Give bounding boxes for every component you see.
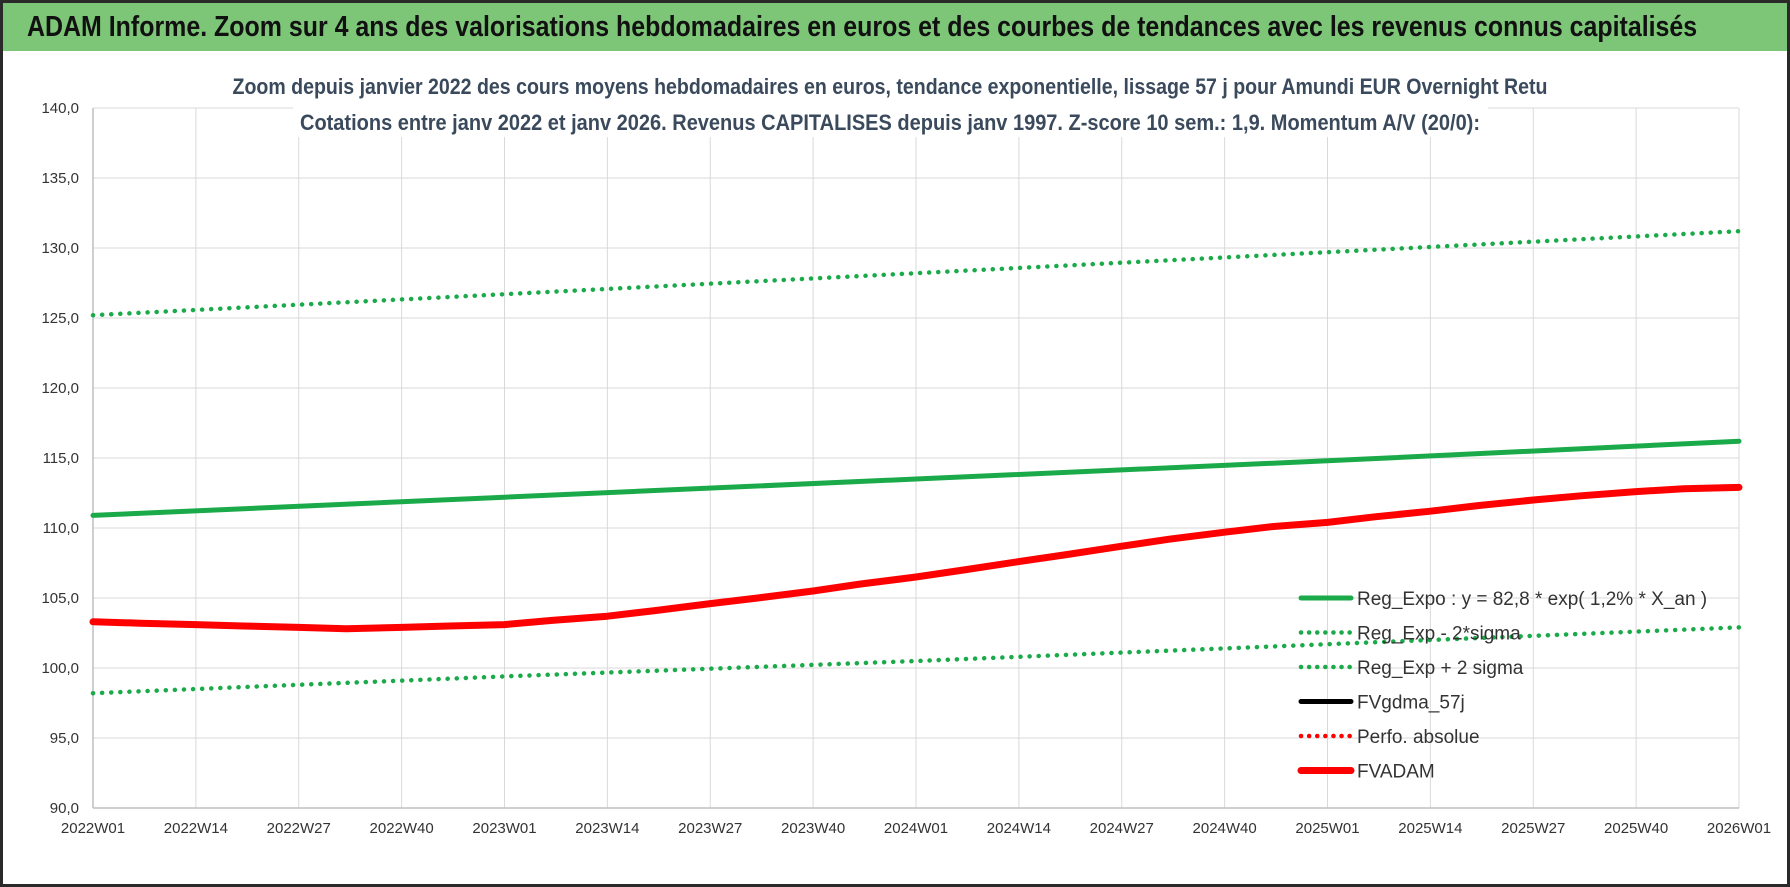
page-title: ADAM Informe. Zoom sur 4 ans des valoris… bbox=[27, 10, 1698, 43]
legend-label: FVgdma_57j bbox=[1357, 693, 1465, 714]
x-tick-label: 2025W27 bbox=[1501, 820, 1565, 837]
y-tick-label: 120,0 bbox=[41, 380, 79, 397]
x-tick-label: 2025W01 bbox=[1295, 820, 1359, 837]
y-tick-label: 95,0 bbox=[50, 730, 79, 747]
x-tick-label: 2023W27 bbox=[678, 820, 742, 837]
subtitle-background bbox=[293, 103, 1488, 137]
x-tick-label: 2024W14 bbox=[987, 820, 1051, 837]
x-tick-label: 2022W14 bbox=[164, 820, 228, 837]
legend: Reg_Expo : y = 82,8 * exp( 1,2% * X_an )… bbox=[1297, 589, 1707, 783]
x-tick-label: 2026W01 bbox=[1707, 820, 1771, 837]
x-tick-label: 2024W27 bbox=[1090, 820, 1154, 837]
y-tick-label: 110,0 bbox=[43, 520, 79, 537]
title-background bbox=[218, 67, 1563, 101]
series-line-0 bbox=[90, 438, 1742, 518]
chart-title: Zoom depuis janvier 2022 des cours moyen… bbox=[233, 74, 1548, 99]
chart-titles: Zoom depuis janvier 2022 des cours moyen… bbox=[218, 67, 1563, 137]
line-chart: 90,0 95,0 100,0 105,0 110,0 115,0 120,0 125,0 13… bbox=[41, 67, 1771, 837]
series-layer bbox=[89, 228, 1743, 696]
x-tick-label: 2022W27 bbox=[267, 820, 331, 837]
series-line-5 bbox=[89, 483, 1743, 633]
x-tick-label: 2023W14 bbox=[575, 820, 639, 837]
series-line-1 bbox=[90, 625, 1742, 696]
grid bbox=[92, 107, 1740, 809]
y-tick-label: 90,0 bbox=[50, 800, 79, 817]
y-tick-label: 100,0 bbox=[41, 660, 79, 677]
x-tick-label: 2022W01 bbox=[61, 820, 125, 837]
legend-label: Perfo. absolue bbox=[1357, 727, 1480, 748]
legend-label: Reg_Expo : y = 82,8 * exp( 1,2% * X_an ) bbox=[1357, 589, 1707, 610]
y-tick-label: 130,0 bbox=[41, 240, 79, 257]
x-tick-label: 2022W40 bbox=[370, 820, 434, 837]
y-tick-label: 105,0 bbox=[41, 590, 79, 607]
y-tick-label: 115,0 bbox=[43, 450, 79, 467]
y-tick-label: 140,0 bbox=[41, 100, 79, 117]
axes: 90,0 95,0 100,0 105,0 110,0 115,0 120,0 125,0 13… bbox=[41, 100, 1771, 837]
x-tick-label: 2023W40 bbox=[781, 820, 845, 837]
header-banner: ADAM Informe. Zoom sur 4 ans des valoris… bbox=[3, 3, 1787, 51]
y-tick-label: 125,0 bbox=[41, 310, 79, 327]
legend-label: FVADAM bbox=[1357, 762, 1435, 783]
x-tick-label: 2024W01 bbox=[884, 820, 948, 837]
series-line-2 bbox=[90, 228, 1742, 318]
x-tick-label: 2024W40 bbox=[1193, 820, 1257, 837]
y-tick-label: 135,0 bbox=[41, 170, 79, 187]
x-tick-label: 2025W14 bbox=[1398, 820, 1462, 837]
legend-label: Reg_Exp + 2 sigma bbox=[1357, 658, 1524, 679]
legend-label: Reg_Exp - 2*sigma bbox=[1357, 624, 1521, 645]
x-tick-label: 2025W40 bbox=[1604, 820, 1668, 837]
chart-subtitle: Cotations entre janv 2022 et janv 2026. … bbox=[300, 110, 1480, 135]
x-tick-label: 2023W01 bbox=[472, 820, 536, 837]
